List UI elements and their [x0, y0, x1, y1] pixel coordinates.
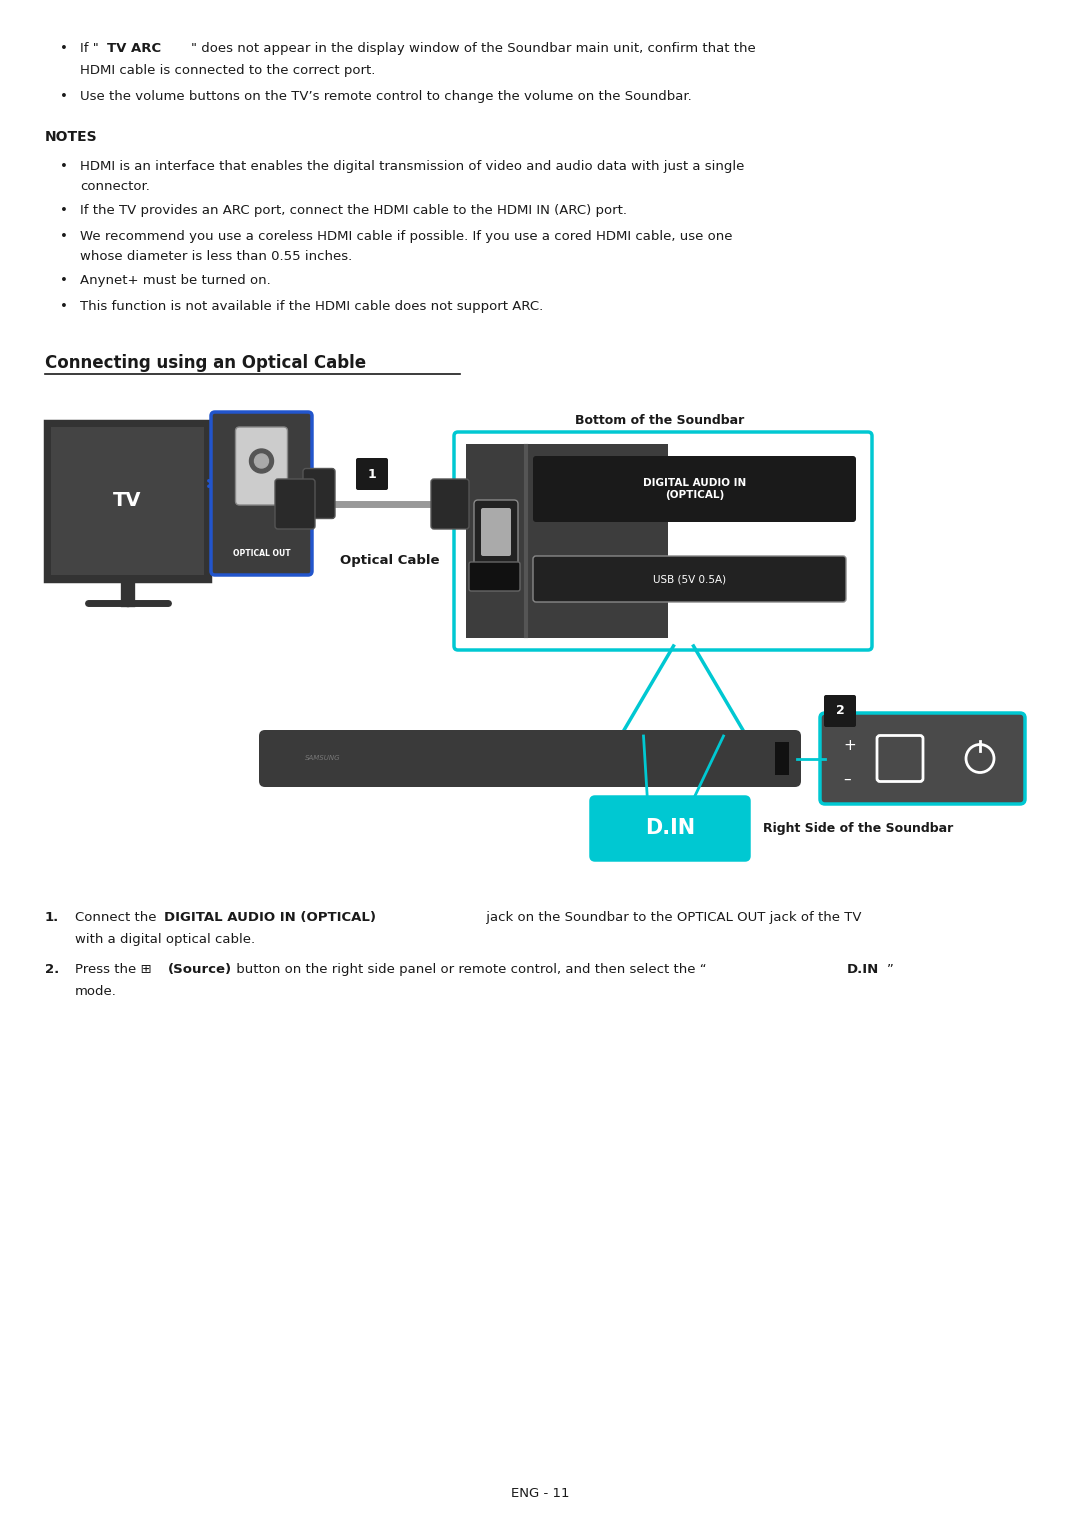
Text: Anynet+ must be turned on.: Anynet+ must be turned on. [80, 274, 271, 286]
FancyBboxPatch shape [469, 562, 519, 591]
Text: •: • [60, 230, 68, 244]
Text: D.IN: D.IN [645, 818, 696, 838]
FancyBboxPatch shape [481, 509, 511, 556]
Text: •: • [60, 204, 68, 218]
Text: –: – [843, 772, 851, 786]
Text: ”: ” [887, 964, 894, 976]
FancyBboxPatch shape [303, 469, 335, 518]
Circle shape [255, 453, 269, 467]
Text: Connecting using an Optical Cable: Connecting using an Optical Cable [45, 354, 366, 372]
Text: Press the ⊞: Press the ⊞ [75, 964, 156, 976]
FancyBboxPatch shape [591, 797, 750, 859]
Text: jack on the Soundbar to the OPTICAL OUT jack of the TV: jack on the Soundbar to the OPTICAL OUT … [482, 912, 862, 924]
Text: whose diameter is less than 0.55 inches.: whose diameter is less than 0.55 inches. [80, 250, 352, 264]
Text: (Source): (Source) [168, 964, 232, 976]
Text: TV: TV [113, 492, 141, 510]
FancyBboxPatch shape [356, 458, 388, 490]
Text: Connect the: Connect the [75, 912, 161, 924]
FancyBboxPatch shape [775, 741, 789, 775]
Text: Right Side of the Soundbar: Right Side of the Soundbar [762, 823, 954, 835]
FancyBboxPatch shape [275, 480, 315, 529]
Circle shape [249, 449, 273, 473]
FancyBboxPatch shape [211, 412, 312, 574]
FancyBboxPatch shape [534, 556, 846, 602]
FancyBboxPatch shape [824, 696, 856, 728]
FancyBboxPatch shape [465, 444, 669, 637]
Text: mode.: mode. [75, 985, 117, 997]
Text: •: • [60, 159, 68, 173]
Text: •: • [60, 90, 68, 103]
Text: OPTICAL OUT: OPTICAL OUT [232, 548, 291, 558]
FancyBboxPatch shape [45, 421, 210, 581]
Text: USB (5V 0.5A): USB (5V 0.5A) [653, 574, 726, 584]
Text: HDMI cable is connected to the correct port.: HDMI cable is connected to the correct p… [80, 64, 376, 77]
Text: 2.: 2. [45, 964, 59, 976]
Text: Bottom of the Soundbar: Bottom of the Soundbar [576, 414, 744, 427]
Text: This function is not available if the HDMI cable does not support ARC.: This function is not available if the HD… [80, 300, 543, 313]
Text: DIGITAL AUDIO IN (OPTICAL): DIGITAL AUDIO IN (OPTICAL) [164, 912, 376, 924]
Text: connector.: connector. [80, 179, 150, 193]
FancyBboxPatch shape [820, 712, 1025, 804]
FancyBboxPatch shape [431, 480, 469, 529]
Text: HDMI is an interface that enables the digital transmission of video and audio da: HDMI is an interface that enables the di… [80, 159, 744, 173]
Text: ENG - 11: ENG - 11 [511, 1488, 569, 1500]
FancyBboxPatch shape [259, 731, 801, 787]
Text: If ": If " [80, 41, 98, 55]
FancyBboxPatch shape [877, 735, 923, 781]
Text: •: • [60, 274, 68, 286]
FancyBboxPatch shape [534, 457, 856, 522]
Text: Use the volume buttons on the TV’s remote control to change the volume on the So: Use the volume buttons on the TV’s remot… [80, 90, 692, 103]
Text: 1.: 1. [45, 912, 59, 924]
Text: If the TV provides an ARC port, connect the HDMI cable to the HDMI IN (ARC) port: If the TV provides an ARC port, connect … [80, 204, 627, 218]
Text: D.IN: D.IN [847, 964, 879, 976]
Text: We recommend you use a coreless HDMI cable if possible. If you use a cored HDMI : We recommend you use a coreless HDMI cab… [80, 230, 732, 244]
Text: DIGITAL AUDIO IN
(OPTICAL): DIGITAL AUDIO IN (OPTICAL) [643, 478, 746, 501]
Text: Optical Cable: Optical Cable [340, 555, 440, 567]
FancyBboxPatch shape [474, 499, 518, 568]
Text: button on the right side panel or remote control, and then select the “: button on the right side panel or remote… [232, 964, 706, 976]
Text: 2: 2 [836, 705, 845, 717]
FancyBboxPatch shape [235, 427, 287, 506]
Text: 1: 1 [367, 467, 376, 481]
Text: •: • [60, 41, 68, 55]
Text: +: + [843, 738, 855, 754]
Text: •: • [60, 300, 68, 313]
FancyBboxPatch shape [51, 427, 204, 574]
Text: TV ARC: TV ARC [107, 41, 161, 55]
Text: SAMSUNG: SAMSUNG [305, 755, 340, 761]
Text: with a digital optical cable.: with a digital optical cable. [75, 933, 255, 945]
Text: " does not appear in the display window of the Soundbar main unit, confirm that : " does not appear in the display window … [191, 41, 756, 55]
Text: NOTES: NOTES [45, 130, 97, 144]
